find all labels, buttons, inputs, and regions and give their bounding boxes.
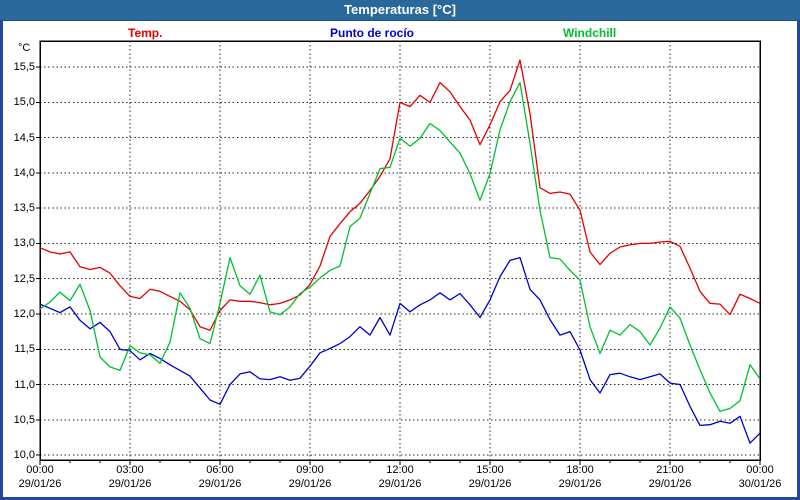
- chart-title: Temperaturas [°C]: [344, 2, 456, 17]
- x-tick-date-label: 29/01/26: [558, 478, 602, 490]
- x-tick-date-label: 29/01/26: [468, 478, 512, 490]
- x-tick-time-label: 00:00: [26, 464, 54, 476]
- y-axis-unit-label: °C: [18, 42, 31, 54]
- legend-item-windchill: Windchill: [563, 26, 617, 40]
- y-tick-label: 13,0: [13, 237, 35, 249]
- y-tick-label: 11,0: [14, 379, 35, 391]
- y-tick-label: 12,0: [13, 308, 35, 320]
- y-tick-label: 15,5: [13, 61, 35, 73]
- y-tick-label: 13,5: [13, 202, 35, 214]
- legend-item-temp: Temp.: [128, 26, 163, 40]
- x-tick-date-label: 29/01/26: [108, 478, 152, 490]
- y-tick-label: 12,5: [13, 273, 35, 285]
- y-tick-label: 15,0: [13, 96, 35, 108]
- x-tick-time-label: 06:00: [206, 464, 234, 476]
- series-Temp.: [39, 59, 761, 331]
- x-tick-date-label: 29/01/26: [648, 478, 692, 490]
- x-tick-time-label: 15:00: [476, 464, 504, 476]
- y-tick-label: 10,0: [13, 449, 35, 461]
- x-tick-date-label: 29/01/26: [198, 478, 242, 490]
- window-border-right: [797, 20, 800, 500]
- x-tick-date-label: 29/01/26: [378, 478, 422, 490]
- x-tick-date-label: 29/01/26: [18, 478, 62, 490]
- series-Windchill: [39, 81, 761, 412]
- window-border-left: [0, 20, 3, 500]
- window-border-bottom: [0, 497, 800, 500]
- y-tick-label: 14,0: [13, 167, 35, 179]
- x-tick-time-label: 21:00: [656, 464, 684, 476]
- x-tick-time-label: 09:00: [296, 464, 324, 476]
- y-tick-label: 11,5: [14, 343, 35, 355]
- x-tick-time-label: 12:00: [386, 464, 414, 476]
- y-tick-label: 14,5: [13, 132, 35, 144]
- y-tick-label: 10,5: [13, 414, 35, 426]
- x-tick-time-label: 00:00: [746, 464, 774, 476]
- x-tick-date-label: 29/01/26: [288, 478, 332, 490]
- x-tick-time-label: 03:00: [116, 464, 144, 476]
- x-tick-date-label: 30/01/26: [738, 478, 782, 490]
- series-Punto de rocío: [39, 256, 761, 444]
- legend-item-dew-point: Punto de rocío: [330, 26, 414, 40]
- x-tick-time-label: 18:00: [566, 464, 594, 476]
- plot-frame: [39, 40, 761, 461]
- title-bar: Temperaturas [°C]: [0, 0, 800, 21]
